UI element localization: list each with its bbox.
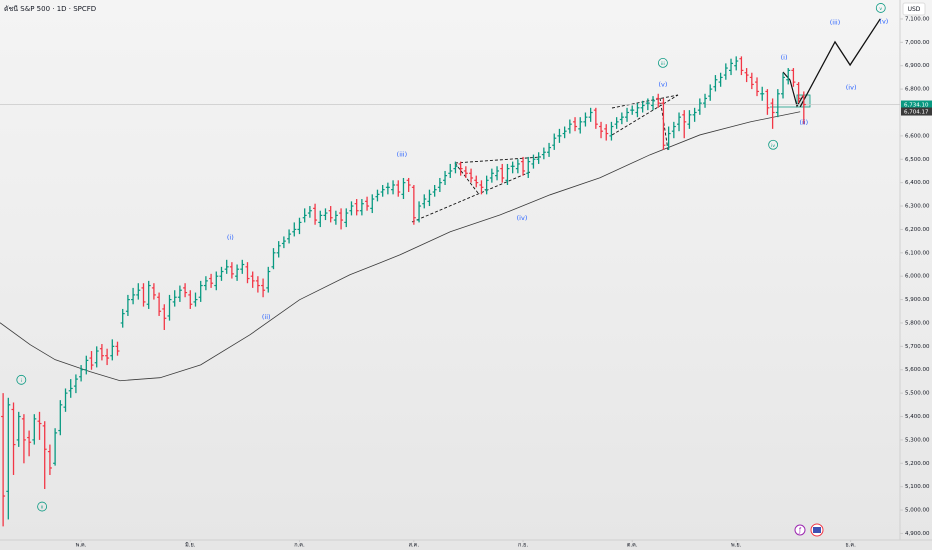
y-tick-label: 5,600.00	[905, 367, 930, 373]
y-tick-label: 5,700.00	[905, 344, 930, 350]
currency: USD	[908, 6, 921, 13]
price-tag	[901, 100, 932, 109]
wave-label: (v)	[658, 80, 667, 88]
trend-line	[454, 156, 542, 164]
wave-circle	[768, 139, 779, 150]
trend-line	[411, 171, 531, 223]
y-tick-label: 6,300.00	[905, 204, 930, 210]
price-tag-label: 6,734.10	[904, 102, 929, 108]
wave-label: (iii)	[830, 18, 841, 26]
x-tick-label: พ.ย.	[731, 543, 742, 549]
y-tick-label: 5,900.00	[905, 297, 930, 303]
y-tick-label: 6,000.00	[905, 274, 930, 280]
trend-line	[611, 94, 679, 136]
wave-circle	[37, 501, 48, 512]
wave-path	[782, 71, 804, 108]
currency-button[interactable]	[902, 2, 926, 16]
wave-label: (ii)	[262, 313, 271, 321]
trend-line	[454, 162, 479, 194]
moving-average	[0, 111, 801, 382]
wave-label: (iii)	[397, 150, 408, 158]
x-tick-label: มิ.ย.	[185, 542, 196, 549]
y-tick-label: 4,900.00	[905, 531, 930, 537]
projection	[799, 18, 881, 108]
y-tick-label: 6,400.00	[905, 180, 930, 186]
x-tick-label: ส.ค.	[409, 542, 420, 549]
price-tag-label: 6,704.17	[904, 109, 929, 115]
wave-label: (ii)	[799, 118, 808, 126]
wave-label: (iv)	[517, 214, 528, 222]
x-tick-label: ต.ค.	[627, 543, 638, 549]
y-tick-label: 5,200.00	[905, 461, 930, 467]
y-tick-label: 6,600.00	[905, 133, 930, 139]
y-tick-label: 6,100.00	[905, 250, 930, 256]
y-tick-label: 7,000.00	[905, 40, 930, 46]
trend-line	[611, 94, 679, 109]
event-icon[interactable]	[794, 524, 806, 536]
y-tick-label: 5,100.00	[905, 484, 930, 490]
wave-label: v	[879, 7, 882, 12]
wave-circle	[16, 374, 27, 385]
price-tag	[901, 107, 932, 116]
wave-label: (iv)	[846, 83, 857, 91]
y-tick-label: 5,300.00	[905, 437, 930, 443]
y-tick-label: 6,900.00	[905, 63, 930, 69]
wave-label: (v)	[879, 18, 888, 26]
y-tick-label: 5,400.00	[905, 414, 930, 420]
x-tick-label: ก.ค.	[294, 543, 305, 549]
wave-label: i	[21, 378, 22, 384]
y-tick-label: 6,200.00	[905, 227, 930, 233]
y-tick-label: 6,800.00	[905, 87, 930, 93]
wave-label: ii	[41, 505, 44, 511]
event-icon-glyph: ƒ	[798, 527, 802, 534]
wave-label: (i)	[227, 233, 234, 241]
y-tick-label: 5,800.00	[905, 320, 930, 326]
y-tick-label: 6,500.00	[905, 157, 930, 163]
x-tick-label: ธ.ค.	[845, 542, 856, 549]
y-tick-label: 5,000.00	[905, 508, 930, 514]
wave-label: iv	[771, 143, 775, 149]
wave-label: (i)	[781, 53, 788, 61]
x-tick-label: พ.ค.	[76, 543, 87, 549]
y-tick-label: 5,500.00	[905, 391, 930, 397]
wave-circle	[658, 58, 668, 68]
chart-title: ดัชนี S&P 500 · 1D · SPCFD	[4, 5, 96, 13]
y-tick-label: 7,100.00	[905, 16, 930, 22]
x-tick-label: ก.ย.	[518, 543, 528, 549]
wave-label: iii	[661, 61, 665, 67]
wave-circle	[875, 3, 886, 13]
event-icon-flag	[813, 527, 821, 533]
